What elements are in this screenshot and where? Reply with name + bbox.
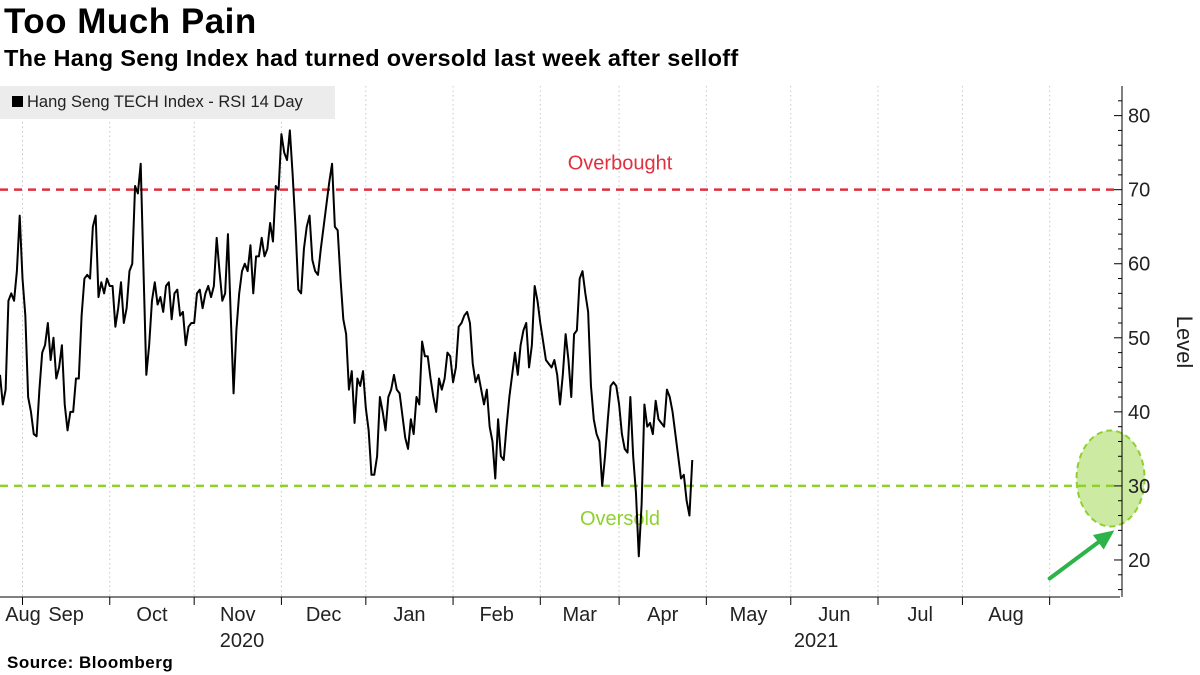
x-tick-label: Aug — [5, 604, 41, 626]
y-tick-label: 70 — [1128, 180, 1150, 202]
x-tick-label: Sep — [48, 604, 84, 626]
x-tick-label: Oct — [136, 604, 168, 626]
chart-title: Too Much Pain — [4, 2, 257, 41]
series-line — [0, 129, 694, 558]
x-tick-label: Apr — [647, 604, 678, 626]
y-tick-label: 40 — [1128, 402, 1150, 424]
y-tick-label: 50 — [1128, 328, 1150, 350]
source-note: Source: Bloomberg — [7, 653, 174, 672]
x-tick-label: Aug — [988, 604, 1024, 626]
arrow-shaft — [1047, 537, 1104, 581]
legend-swatch — [12, 96, 23, 107]
legend-label: Hang Seng TECH Index - RSI 14 Day — [27, 93, 303, 111]
y-axis-title: Level — [1172, 316, 1197, 369]
y-tick-label: 80 — [1128, 106, 1150, 128]
arrow-head — [1092, 530, 1115, 550]
legend-box — [0, 86, 335, 119]
chart-subtitle: The Hang Seng Index had turned oversold … — [4, 45, 739, 71]
x-tick-label: Jun — [818, 604, 850, 626]
x-tick-label: Jul — [907, 604, 933, 626]
x-tick-label: Jan — [393, 604, 425, 626]
x-tick-label: May — [730, 604, 768, 626]
x-year-label: 2021 — [794, 630, 839, 652]
x-tick-label: Nov — [220, 604, 256, 626]
x-tick-label: Mar — [562, 604, 597, 626]
arrow-annotation — [1047, 530, 1115, 581]
highlight-ellipse — [1075, 429, 1146, 528]
series-group — [0, 129, 694, 558]
reference-label-oversold: Oversold — [580, 508, 660, 530]
x-axis: Aug Sep Oct Nov Dec Jan Feb Mar Apr May Jun Jul Aug 2… — [0, 596, 1120, 652]
plot-background — [0, 86, 1115, 597]
y-tick-label: 30 — [1128, 476, 1150, 498]
x-tick-label: Feb — [479, 604, 513, 626]
x-year-label: 2020 — [220, 630, 265, 652]
oversold-highlight — [1075, 429, 1146, 528]
y-tick-label: 60 — [1128, 254, 1150, 276]
y-tick-label: 20 — [1128, 550, 1150, 572]
legend: Hang Seng TECH Index - RSI 14 Day — [0, 86, 335, 119]
reference-label-overbought: Overbought — [568, 153, 673, 175]
x-tick-label: Dec — [306, 604, 342, 626]
reference-lines: Overbought Oversold — [0, 153, 1120, 530]
y-axis: 20 30 40 50 60 70 80 Level — [1114, 86, 1197, 597]
